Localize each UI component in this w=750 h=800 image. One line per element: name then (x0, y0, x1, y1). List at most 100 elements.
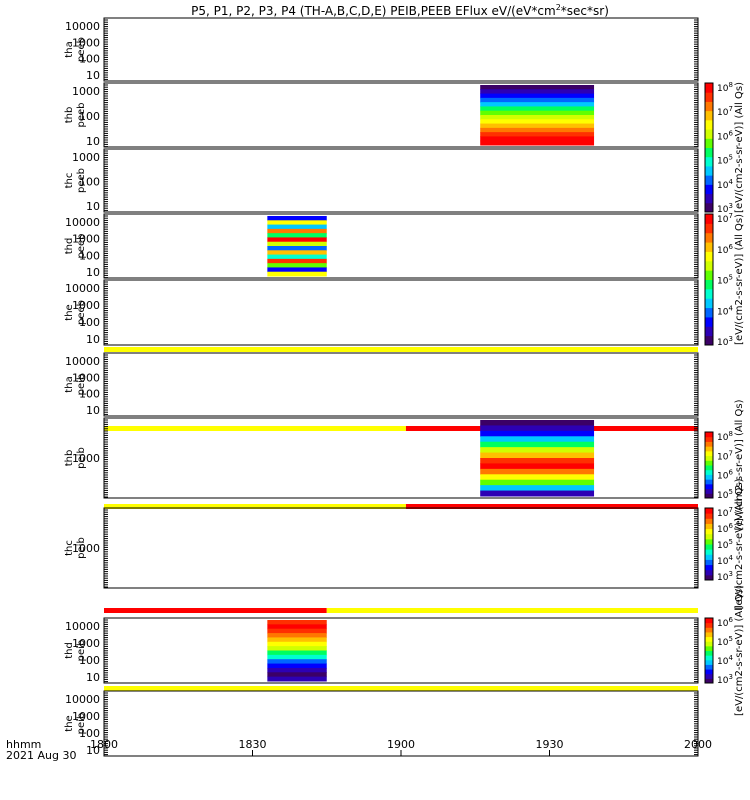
colorbar-band (705, 488, 713, 494)
spectrogram-band (267, 624, 327, 630)
colorbar-band (705, 549, 713, 555)
colorbar-band (705, 460, 713, 466)
spectrogram-band (480, 425, 595, 432)
colorbar-band (705, 251, 713, 262)
panel-probe-label: thc (64, 540, 75, 556)
spectrogram-band (267, 263, 327, 268)
spectrogram-band (480, 102, 595, 107)
colorbar-band (705, 636, 713, 642)
y-tick-label: 100 (79, 727, 100, 740)
colorbar-band (705, 659, 713, 665)
y-tick-label: 10000 (65, 20, 100, 33)
y-tick-label: 100 (79, 249, 100, 262)
panel-frame (103, 279, 699, 346)
colorbar-tick-label: 105 (717, 538, 733, 551)
spectrogram-band (480, 479, 595, 486)
panel-thd_peeb: 10 100 1000 10000 thd peeb (64, 213, 699, 279)
colorbar-tick-label: 107 (717, 449, 733, 462)
spectrogram-band (480, 474, 595, 481)
x-corner-label: hhmm (6, 738, 41, 751)
colorbar-thd_peeb: 103 104 105 106 107 [eV/(cm2-s-sr-eV)] (All Q… (704, 212, 745, 348)
colorbar-tick-label: 103 (717, 570, 733, 583)
colorbar-band (705, 432, 713, 438)
y-tick-label: 10 (86, 69, 100, 82)
colorbar-band (705, 513, 713, 519)
panel-probe-label: thc (64, 173, 75, 189)
y-tick-label: 10 (86, 744, 100, 757)
colorbar-band (705, 538, 713, 545)
colorbar-band (705, 483, 713, 490)
colorbar-tick-label: 106 (717, 243, 733, 256)
spectrogram-band (480, 441, 595, 448)
panel-probe-label: thb (64, 450, 75, 467)
colorbar-thb_peeb: 103 104 105 106 107 108 [eV/(cm2-s-sr-eV)] (Al… (704, 81, 745, 215)
colorbar-band (705, 232, 713, 243)
spectrogram-band (480, 485, 595, 492)
panel-thc_peeb: 10 100 1000 thc peeb (64, 148, 699, 213)
x-tick-label: 2000 (684, 738, 712, 751)
colorbar-tick-label: 106 (717, 469, 733, 482)
y-tick-label: 10000 (65, 216, 100, 229)
colorbar-band (705, 523, 713, 530)
y-tick-label: 10 (86, 200, 100, 213)
colorbar-band (705, 101, 713, 112)
spectrogram-band (480, 93, 595, 99)
panel-the_peeb: 10 100 1000 10000 the peeb (64, 279, 699, 346)
panel-frame (103, 148, 699, 213)
spectrogram-band (267, 663, 327, 669)
spectrogram-band (267, 258, 327, 264)
colorbar-thd_peib: 103 104 105 106 [eV/(cm2-s-sr-eV)] (All Qs) (704, 585, 745, 716)
y-tick-label: 100 (79, 176, 100, 189)
colorbar-frame (704, 507, 714, 581)
colorbar-band (705, 156, 713, 167)
panel-probe-label: thb (64, 107, 75, 124)
y-tick-label: 10 (86, 135, 100, 148)
panel-instr-label: peib (76, 447, 87, 469)
colorbar-band (705, 664, 713, 670)
colorbar-band (705, 455, 713, 461)
panel-frame (103, 507, 699, 589)
colorbar-tick-label: 106 (717, 616, 733, 629)
panel-instr-label: peeb (76, 103, 87, 128)
colorbar-band (705, 436, 713, 442)
spectrogram-band (267, 620, 327, 625)
spectrogram-band (267, 224, 327, 230)
colorbar-band (705, 326, 713, 337)
colorbar-tick-label: 105 (717, 488, 733, 501)
colorbar-band (705, 450, 713, 457)
y-tick-label: 1000 (72, 637, 100, 650)
spectrogram-band (267, 216, 327, 221)
colorbar-band (705, 569, 713, 576)
colorbar-tick-label: 104 (717, 304, 733, 317)
colorbar-tick-label: 104 (717, 654, 733, 667)
status-bar-segment (405, 504, 698, 509)
colorbar-band (705, 508, 713, 514)
colorbar-band (705, 193, 713, 204)
colorbar-band (705, 335, 713, 346)
y-tick-label: 100 (79, 316, 100, 329)
spectrogram-band (267, 650, 327, 656)
colorbar-band (705, 465, 713, 471)
title-sup: 2 (556, 3, 561, 12)
colorbar-band (705, 307, 713, 318)
colorbar-band (705, 441, 713, 447)
spectrogram-band (480, 447, 595, 454)
spectrogram-band (267, 667, 327, 673)
colorbar-label: [eV/(cm2-s-sr-eV)] (All Qs) (734, 585, 745, 716)
spectrogram-band (480, 430, 595, 437)
colorbar-band (705, 138, 713, 148)
colorbar-tick-label: 105 (717, 154, 733, 167)
spectrogram-band (480, 85, 595, 90)
y-tick-label: 100 (79, 110, 100, 123)
spectrogram-band (267, 637, 327, 643)
y-tick-label: 1000 (72, 85, 100, 98)
spectrogram-band (480, 136, 595, 142)
colorbar-band (705, 202, 713, 213)
colorbar-band (705, 298, 713, 309)
spectrogram-band (480, 110, 595, 116)
colorbar-tick-label: 104 (717, 178, 733, 191)
x-date-label: 2021 Aug 30 (6, 749, 76, 762)
colorbar-tick-label: 105 (717, 635, 733, 648)
y-tick-label: 10000 (65, 282, 100, 295)
